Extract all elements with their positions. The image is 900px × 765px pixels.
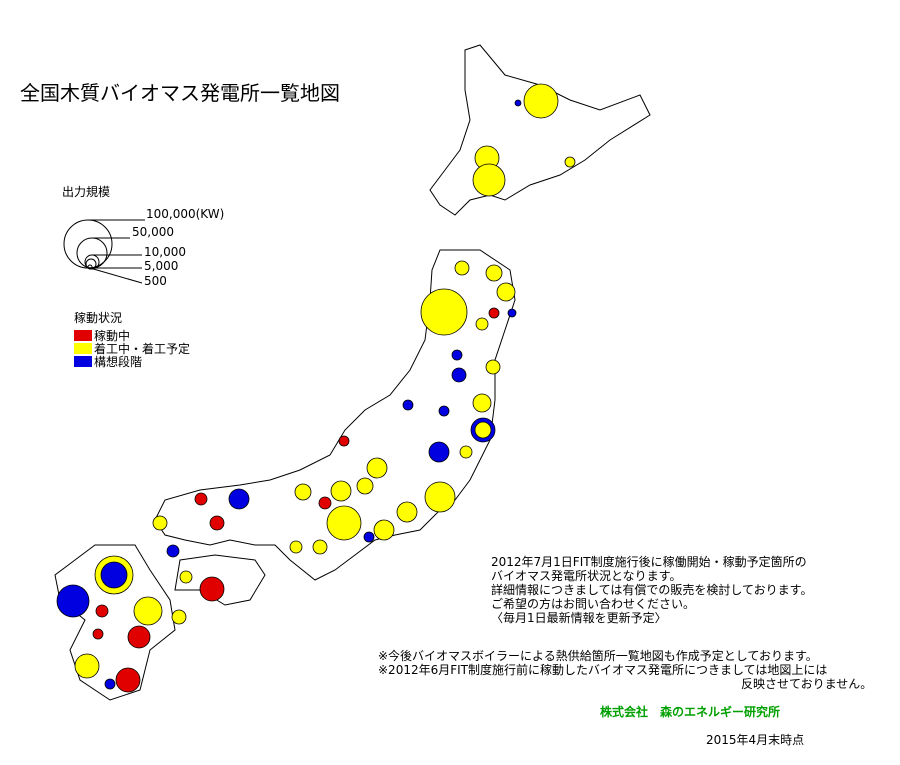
status-legend-title: 稼動状況	[74, 310, 122, 325]
remark: 反映させておりません。	[741, 677, 872, 691]
status-label: 着工中・着工予定	[94, 341, 190, 356]
note: 〈毎月1日最新情報を更新予定〉	[491, 610, 667, 625]
status-label: 稼動中	[94, 328, 130, 343]
remark: ※2012年6月FIT制度施行前に稼動したバイオマス発電所につきましては地図上に…	[378, 662, 827, 677]
company: 株式会社 森のエネルギー研究所	[600, 704, 780, 719]
remark: ※今後バイオマスボイラーによる熱供給箇所一覧地図も作成予定としております。	[378, 648, 818, 663]
size-label: 500	[144, 274, 167, 288]
note: 2012年7月1日FIT制度施行後に稼働開始・稼動予定箇所の	[491, 554, 807, 569]
swatch	[74, 330, 92, 341]
size-label: 5,000	[144, 259, 178, 273]
map: 全国木質バイオマス発電所一覧地図 出力規模 100,000(KW) 50,000…	[0, 0, 900, 765]
size-label: 10,000	[144, 245, 186, 259]
title: 全国木質バイオマス発電所一覧地図	[20, 81, 340, 105]
date: 2015年4月末時点	[706, 733, 804, 747]
swatch	[74, 343, 92, 354]
size-label: 100,000(KW)	[146, 207, 224, 221]
note: 詳細情報につきましては有償での販売を検討しております。	[491, 582, 812, 597]
status-label: 構想段階	[94, 354, 142, 369]
size-label: 50,000	[132, 225, 174, 239]
swatch	[74, 356, 92, 367]
size-legend-title: 出力規模	[62, 184, 110, 199]
note: バイオマス発電所状況となります。	[491, 568, 681, 583]
note: ご希望の方はお問い合わせください。	[491, 596, 695, 611]
